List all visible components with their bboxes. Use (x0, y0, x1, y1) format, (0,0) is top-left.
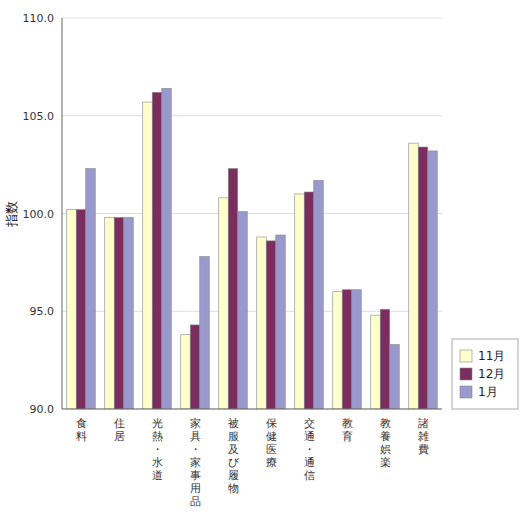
grid-line (62, 213, 442, 214)
grid-line (62, 18, 442, 19)
y-tick-label: 90.0 (30, 403, 55, 416)
bar (76, 210, 86, 409)
x-tick-label: 被服及び履物 (228, 417, 240, 495)
bar (238, 212, 248, 409)
bar (371, 315, 381, 409)
bar (304, 192, 314, 409)
x-tick-label: 光熱・水道 (152, 417, 163, 482)
bar (181, 335, 191, 409)
bar (143, 102, 153, 409)
bar (162, 88, 172, 409)
bar (314, 180, 324, 409)
legend-swatch (460, 386, 472, 398)
x-axis (62, 409, 442, 410)
y-tick-label: 95.0 (30, 305, 55, 318)
bar (190, 325, 200, 409)
x-tick-label: 食料 (76, 417, 87, 443)
legend: 11月 12月 1月 (452, 339, 518, 409)
bar (409, 143, 419, 409)
bar (266, 241, 276, 409)
chart: 90.0 95.0 100.0 105.0 110.0 食料 住居 光熱・水道 家具・家事用品 被… (0, 0, 526, 521)
y-tick-label: 110.0 (23, 12, 55, 25)
x-tick-label: 諸雑費 (418, 417, 429, 456)
bar (114, 217, 124, 409)
legend-frame (452, 339, 518, 409)
bar (200, 257, 210, 409)
x-tick-label: 保健医療 (266, 417, 277, 469)
y-axis-label: 指数 (4, 201, 19, 228)
bar (105, 217, 115, 409)
x-tick-label: 住居 (114, 417, 125, 443)
bar (428, 151, 438, 409)
grid-line (62, 115, 442, 116)
legend-label: 1月 (478, 385, 498, 399)
bar (124, 217, 134, 409)
legend-swatch (460, 350, 472, 362)
bar (342, 290, 352, 409)
legend-swatch (460, 368, 472, 380)
bar (380, 309, 390, 409)
legend-label: 12月 (478, 367, 505, 381)
x-tick-label: 教育 (342, 417, 353, 443)
x-tick-label: 教養娯楽 (380, 417, 391, 469)
bar (228, 169, 238, 409)
bars (67, 88, 438, 409)
bar (257, 237, 267, 409)
y-axis (62, 18, 63, 409)
x-tick-label: 交通・通信 (304, 417, 315, 482)
grid-line (62, 409, 442, 410)
bar (418, 147, 428, 409)
bar (333, 292, 343, 409)
bar (390, 344, 400, 409)
x-tick-label: 家具・家事用品 (190, 417, 201, 508)
legend-label: 11月 (478, 349, 505, 363)
y-tick-label: 100.0 (23, 208, 55, 221)
bar (86, 169, 96, 409)
bar (276, 235, 286, 409)
bar (67, 210, 77, 409)
y-tick-label: 105.0 (23, 110, 55, 123)
bar (219, 198, 229, 409)
bar (352, 290, 362, 409)
grid (62, 18, 442, 409)
bar (152, 92, 162, 409)
bar (295, 194, 305, 409)
